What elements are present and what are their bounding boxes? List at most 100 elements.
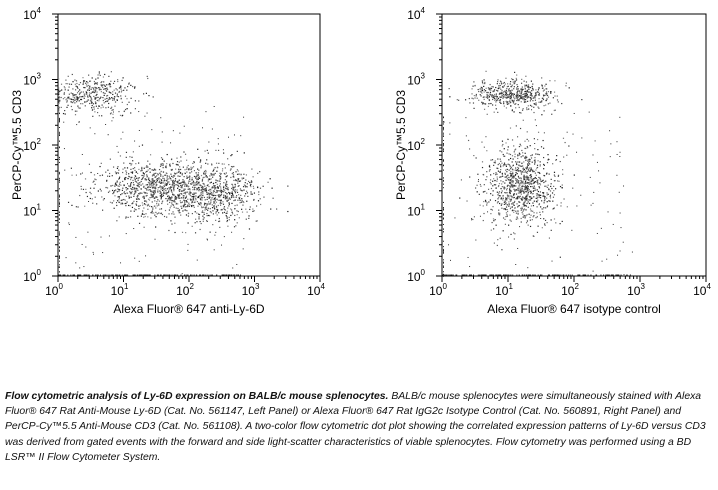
event-dot xyxy=(232,186,234,188)
event-dot xyxy=(503,94,505,96)
event-dot xyxy=(193,206,195,208)
event-dot xyxy=(548,159,550,161)
axis-event-dot xyxy=(443,150,444,152)
event-dot xyxy=(174,180,176,183)
event-dot xyxy=(543,164,545,166)
event-dot xyxy=(99,97,101,100)
event-dot xyxy=(183,183,185,186)
event-dot xyxy=(546,194,548,196)
event-dot xyxy=(246,186,248,188)
event-dot xyxy=(101,174,104,176)
event-dot xyxy=(536,216,538,218)
event-dots xyxy=(58,71,289,276)
event-dot xyxy=(109,98,111,100)
event-dot xyxy=(147,166,149,168)
event-dot xyxy=(232,172,234,174)
axis-event-dot xyxy=(59,247,60,249)
event-dot xyxy=(96,82,99,84)
event-dot xyxy=(155,181,158,183)
event-dot xyxy=(58,109,60,111)
event-dot xyxy=(517,213,519,215)
event-dot xyxy=(124,178,126,180)
event-dot xyxy=(75,85,77,87)
event-dot xyxy=(497,79,499,81)
event-dot xyxy=(533,212,535,214)
event-dot xyxy=(174,173,176,175)
event-dot xyxy=(221,202,223,204)
axis-event-dot xyxy=(146,274,148,276)
event-dot xyxy=(534,103,536,105)
event-dot xyxy=(119,201,121,204)
event-dot xyxy=(91,198,93,200)
event-dot xyxy=(146,194,148,197)
event-dot xyxy=(80,188,82,190)
event-dot xyxy=(544,85,546,87)
event-dot xyxy=(535,153,537,155)
event-dot xyxy=(518,183,521,185)
event-dot xyxy=(116,167,119,169)
event-dot xyxy=(227,187,229,189)
event-dot xyxy=(115,189,117,191)
event-dot xyxy=(152,178,154,180)
event-dot xyxy=(520,221,522,223)
event-dot xyxy=(161,162,163,165)
event-dot xyxy=(248,215,250,217)
event-dot xyxy=(58,110,60,112)
event-dot xyxy=(136,196,139,198)
event-dot xyxy=(176,157,178,159)
event-dot xyxy=(110,112,112,114)
event-dot xyxy=(510,206,512,208)
event-dot xyxy=(518,200,520,203)
event-dot xyxy=(520,165,522,167)
event-dot xyxy=(495,101,497,103)
axis-event-dot xyxy=(563,274,565,276)
event-dot xyxy=(149,205,151,207)
event-dot xyxy=(516,179,518,181)
event-dot xyxy=(547,205,549,207)
event-dot xyxy=(181,273,183,275)
event-dot xyxy=(126,98,128,100)
caption-body: BALB/c mouse splenocytes were simultaneo… xyxy=(5,391,706,463)
event-dot xyxy=(68,83,71,85)
event-dot xyxy=(229,193,231,195)
event-dot xyxy=(223,185,225,187)
event-dot xyxy=(217,180,219,182)
event-dot xyxy=(118,177,120,179)
event-dot xyxy=(566,131,568,133)
event-dot xyxy=(542,195,544,197)
event-dot xyxy=(252,210,254,213)
event-dot xyxy=(256,220,258,222)
x-tick-label: 100 xyxy=(45,282,63,298)
event-dot xyxy=(493,220,495,222)
event-dot xyxy=(198,218,200,220)
event-dot xyxy=(537,199,539,201)
event-dot xyxy=(125,216,127,218)
event-dot xyxy=(220,193,223,195)
event-dot xyxy=(619,212,621,214)
event-dot xyxy=(155,185,157,187)
event-dot xyxy=(508,205,510,207)
event-dot xyxy=(227,207,229,209)
event-dot xyxy=(86,195,89,198)
event-dot xyxy=(476,97,478,99)
event-dot xyxy=(511,99,513,101)
event-dot xyxy=(118,90,120,93)
event-dot xyxy=(223,207,225,209)
event-dot xyxy=(517,166,519,169)
event-dot xyxy=(499,82,501,85)
event-dot xyxy=(134,140,136,142)
axis-event-dot xyxy=(557,274,559,276)
event-dot xyxy=(152,184,155,186)
event-dot xyxy=(150,191,152,193)
event-dot xyxy=(521,97,523,99)
event-dot xyxy=(511,155,514,157)
event-dot xyxy=(58,78,60,80)
event-dot xyxy=(231,211,233,213)
event-dot xyxy=(513,204,515,206)
event-dot xyxy=(216,187,218,189)
event-dot xyxy=(510,184,513,186)
axis-event-dot xyxy=(551,274,553,276)
event-dot xyxy=(184,206,187,208)
event-dot xyxy=(102,209,104,211)
event-dot xyxy=(494,104,497,106)
